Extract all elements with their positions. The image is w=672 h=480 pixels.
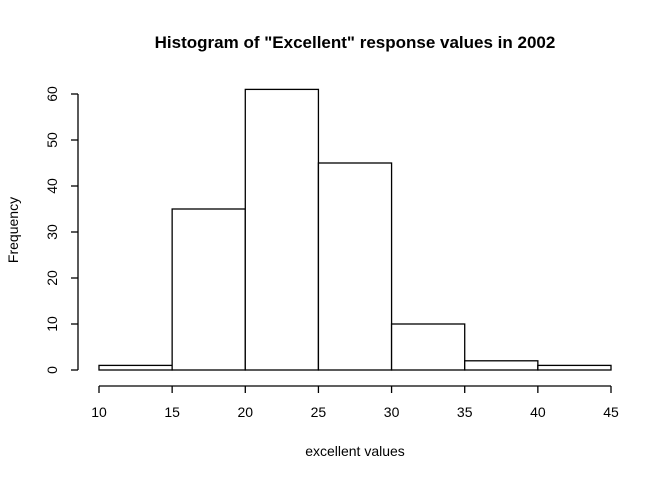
y-tick-label: 0 bbox=[44, 366, 60, 374]
histogram-bar bbox=[464, 360, 539, 371]
y-tick-label: 20 bbox=[44, 270, 60, 286]
x-tick-label: 10 bbox=[91, 404, 107, 420]
y-axis: 0 10 20 30 40 50 60 bbox=[44, 86, 79, 374]
x-tick-label: 45 bbox=[603, 404, 619, 420]
histogram-bar bbox=[171, 208, 246, 371]
x-tick-label: 40 bbox=[530, 404, 546, 420]
y-tick-label: 60 bbox=[44, 86, 60, 102]
y-tick-label: 40 bbox=[44, 178, 60, 194]
histogram-bar bbox=[390, 323, 466, 371]
histogram-bar bbox=[98, 364, 173, 371]
y-tick-label: 50 bbox=[44, 132, 60, 148]
histogram-bar bbox=[317, 162, 393, 371]
x-tick-label: 20 bbox=[237, 404, 253, 420]
y-axis-label: Frequency bbox=[5, 197, 21, 263]
x-tick-label: 15 bbox=[164, 404, 180, 420]
x-tick-label: 35 bbox=[457, 404, 473, 420]
x-tick-label: 25 bbox=[311, 404, 327, 420]
histogram-bar bbox=[244, 88, 320, 371]
histogram-bars bbox=[98, 88, 612, 371]
x-axis-label: excellent values bbox=[305, 443, 405, 459]
chart-title: Histogram of "Excellent" response values… bbox=[155, 33, 556, 52]
y-tick-label: 10 bbox=[44, 316, 60, 332]
histogram-bar bbox=[537, 364, 612, 371]
x-axis: 10 15 20 25 30 35 40 45 bbox=[91, 385, 619, 420]
x-tick-label: 30 bbox=[384, 404, 400, 420]
y-tick-label: 30 bbox=[44, 224, 60, 240]
